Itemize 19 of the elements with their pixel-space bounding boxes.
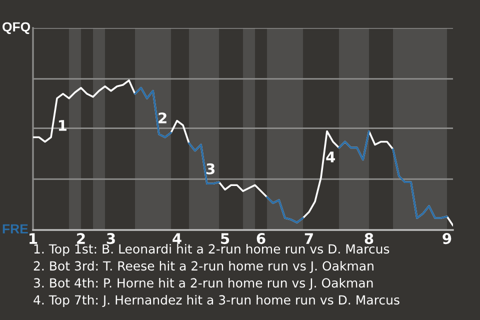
annotation: 3 <box>206 163 215 174</box>
x-tick-label: 7 <box>304 233 313 244</box>
text: 3. Bot 4th: P. Horne hit a 2-run home run vs J. Oakman <box>34 278 373 290</box>
text: 4. Top 7th: J. Hernandez hit a 3-run home run vs D. Marcus <box>34 294 400 308</box>
text: QFQ <box>2 22 30 34</box>
text: 1. Top 1st: B. Leonardi hit a 2-run home run vs D. Marcus <box>34 244 390 256</box>
x-tick-label: 8 <box>364 233 374 244</box>
annotation: 1 <box>58 120 66 131</box>
annotation: 2 <box>158 112 166 124</box>
x-tick-label: 5 <box>221 233 230 244</box>
x-tick-label: 9 <box>442 233 452 244</box>
annotation: 4 <box>326 152 336 162</box>
x-tick-label: 1 <box>30 233 38 244</box>
text: 2. Bot 3rd: T. Reese hit a 2-run home run vs J. Oakman <box>34 260 374 273</box>
x-tick-label: 2 <box>77 233 85 244</box>
text: FRE <box>2 224 28 234</box>
x-tick-label: 3 <box>106 233 115 244</box>
x-tick-label: 4 <box>172 233 182 244</box>
x-tick-label: 6 <box>256 233 266 244</box>
